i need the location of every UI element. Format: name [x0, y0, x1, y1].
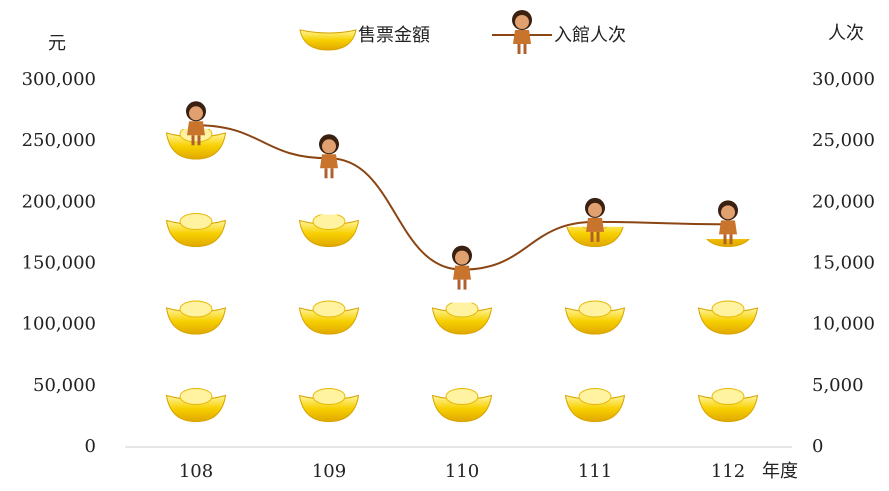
- legend-swatch: [300, 30, 356, 50]
- y2-axis-title: 人次: [828, 23, 864, 44]
- icon-body: [586, 218, 604, 232]
- y-tick-label: 300,000: [22, 69, 96, 90]
- bar: [396, 303, 529, 447]
- icon-body: [187, 121, 205, 135]
- icon-face: [515, 15, 529, 29]
- bar: [529, 227, 662, 447]
- marker: [718, 200, 738, 244]
- chart: 元 人次 年度 0 50,000 100,000 150,000 200,000 250,…: [0, 0, 889, 487]
- icon-body: [513, 30, 531, 44]
- x-tick-label: 111: [578, 461, 612, 482]
- bar: [662, 239, 795, 447]
- y2-tick-label: 0: [812, 436, 823, 457]
- icon-body: [320, 154, 338, 168]
- y-tick-label: 200,000: [22, 191, 96, 212]
- x-axis-title: 年度: [762, 461, 798, 482]
- y-tick-label: 100,000: [22, 314, 96, 335]
- legend-label: 售票金額: [358, 25, 430, 46]
- icon-body: [719, 220, 737, 234]
- y-tick-label: 150,000: [22, 253, 96, 274]
- icon-face: [721, 205, 735, 219]
- legend-label: 入館人次: [554, 25, 626, 46]
- bar: [130, 129, 263, 447]
- y2-tick-label: 30,000: [812, 69, 875, 90]
- y-tick-label: 250,000: [22, 130, 96, 151]
- legend-icon: [512, 10, 532, 54]
- y2-tick-label: 25,000: [812, 130, 875, 151]
- icon-face: [588, 203, 602, 217]
- x-tick-label: 112: [711, 461, 745, 482]
- y2-tick-label: 20,000: [812, 191, 875, 212]
- marker: [319, 134, 339, 178]
- icon-body: [453, 266, 471, 280]
- y2-tick-label: 10,000: [812, 314, 875, 335]
- bar: [263, 215, 396, 447]
- y-tick-label: 50,000: [33, 375, 96, 396]
- icon-face: [455, 251, 469, 265]
- icon-face: [322, 139, 336, 153]
- x-tick-label: 108: [179, 461, 213, 482]
- y2-tick-label: 15,000: [812, 253, 875, 274]
- y-axis-title: 元: [48, 33, 66, 54]
- y-tick-label: 0: [85, 436, 96, 457]
- marker: [452, 246, 472, 290]
- y2-tick-label: 5,000: [812, 375, 864, 396]
- icon-face: [189, 106, 203, 120]
- x-tick-label: 109: [312, 461, 346, 482]
- x-tick-label: 110: [445, 461, 479, 482]
